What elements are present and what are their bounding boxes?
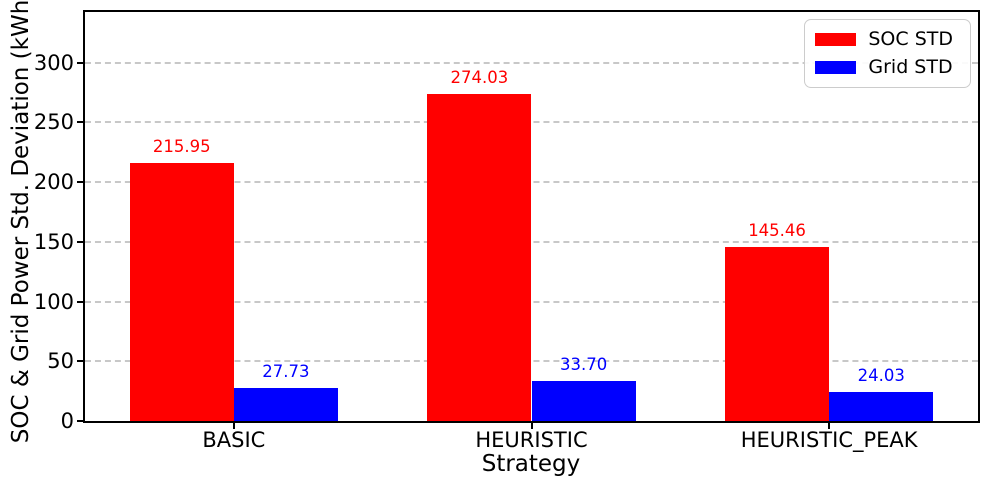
- x-axis-label: Strategy: [481, 451, 581, 477]
- bar-soc-std: [427, 93, 532, 421]
- x-tick-mark: [530, 423, 533, 429]
- x-tick-label: HEURISTIC_PEAK: [740, 428, 918, 452]
- soc-std-swatch-icon: [815, 33, 857, 46]
- y-tick-label: 0: [60, 409, 74, 433]
- bar-grid-std: [233, 387, 338, 421]
- gridline: [85, 61, 978, 64]
- bar-value-label: 274.03: [450, 67, 509, 87]
- y-tick-label: 250: [33, 110, 74, 135]
- bar-value-label: 33.70: [559, 354, 608, 374]
- bar-grid-std: [531, 380, 636, 421]
- y-tick-mark: [77, 240, 83, 243]
- y-tick-mark: [77, 61, 83, 64]
- grid-std-swatch-icon: [815, 61, 857, 74]
- x-tick-mark: [232, 423, 235, 429]
- y-tick-mark: [77, 181, 83, 184]
- bar-soc-std: [129, 163, 234, 421]
- bar-value-label: 215.95: [152, 137, 211, 157]
- y-tick-label: 150: [33, 229, 74, 254]
- bar-value-label: 24.03: [857, 366, 905, 386]
- y-tick-label: 200: [33, 170, 74, 195]
- x-tick-mark: [828, 423, 831, 429]
- bar-grid-std: [829, 392, 934, 421]
- bar-value-label: 145.46: [748, 221, 806, 241]
- gridline: [85, 360, 978, 363]
- y-tick-label: 300: [33, 50, 74, 75]
- y-tick-label: 100: [33, 289, 74, 314]
- y-tick-mark: [77, 121, 83, 124]
- y-tick-label: 50: [47, 349, 74, 374]
- bar-soc-std: [724, 247, 830, 421]
- legend-item-grid-std: Grid STD: [815, 57, 953, 78]
- legend: SOC STD Grid STD: [804, 19, 971, 88]
- legend-item-soc-std: SOC STD: [815, 29, 953, 50]
- x-tick-label: BASIC: [202, 428, 266, 452]
- gridline: [85, 300, 978, 303]
- y-axis-label: SOC & Grid Power Std. Deviation (kWh): [8, 0, 34, 444]
- plot-area: SOC STD Grid STD 0 50 100 150 200 250 300 BASIC…: [34, 10, 980, 452]
- gridline: [85, 240, 978, 243]
- gridline: [85, 121, 978, 124]
- x-tick-label: HEURISTIC: [475, 428, 588, 452]
- y-tick-mark: [77, 360, 83, 363]
- legend-label-grid-std: Grid STD: [868, 56, 953, 78]
- bar-value-label: 27.73: [262, 361, 310, 381]
- y-tick-mark: [77, 420, 83, 422]
- legend-label-soc-std: SOC STD: [868, 28, 953, 50]
- gridline: [85, 181, 978, 184]
- y-tick-mark: [77, 300, 83, 303]
